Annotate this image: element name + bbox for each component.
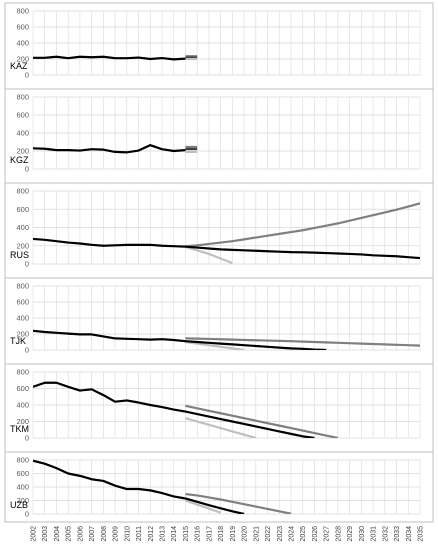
y-tick-label: 200 — [16, 241, 29, 250]
x-tick-label: 2024 — [289, 526, 296, 542]
panel-rus: 0 200 400 600 800 RUS — [5, 182, 433, 269]
x-tick-label: 2029 — [347, 526, 354, 542]
panel-label: RUS — [10, 250, 29, 260]
y-tick-label: 0 — [25, 165, 29, 174]
historical-line — [33, 329, 327, 350]
x-tick-label: 2030 — [359, 526, 366, 542]
x-tick-label: 2009 — [113, 526, 120, 542]
x-tick-label: 2026 — [312, 526, 319, 542]
y-tick-label: 0 — [25, 510, 29, 519]
panel-label: UZB — [10, 500, 28, 510]
y-tick-label: 400 — [16, 401, 29, 410]
x-tick-label: 2015 — [183, 526, 190, 542]
x-tick-label: 2020 — [242, 526, 249, 542]
x-tick-label: 2022 — [265, 526, 272, 542]
x-tick-label: 2027 — [324, 526, 331, 542]
y-tick-label: 600 — [16, 111, 29, 120]
x-tick-label: 2035 — [418, 526, 425, 542]
y-tick-label: 200 — [16, 496, 29, 505]
projection-line-upper — [185, 404, 339, 438]
projection-line-lower — [185, 417, 257, 438]
y-tick-label: 600 — [16, 469, 29, 478]
y-tick-label: 0 — [25, 71, 29, 80]
y-tick-label: 400 — [16, 39, 29, 48]
x-tick-label: 2010 — [124, 526, 131, 542]
x-axis: 2002 2003 2004 2005 2006 2007 2008 2009 2010 2011… — [31, 526, 425, 542]
x-tick-label: 2007 — [89, 526, 96, 542]
panel-label: TKM — [10, 424, 29, 434]
panel-kgz: 0 200 400 600 800 KGZ — [5, 88, 433, 174]
y-tick-label: 200 — [16, 330, 29, 339]
x-tick-label: 2004 — [54, 526, 61, 542]
x-tick-label: 2019 — [230, 526, 237, 542]
x-tick-label: 2002 — [31, 526, 38, 542]
y-tick-label: 600 — [16, 298, 29, 307]
historical-line — [33, 237, 420, 260]
panel-tjk: 0 200 400 600 800 TJK — [5, 277, 433, 355]
y-tick-label: 600 — [16, 384, 29, 393]
projection-line-lower — [185, 499, 221, 514]
y-tick-label: 0 — [25, 434, 29, 443]
y-tick-label: 800 — [16, 282, 29, 291]
figure-border — [4, 2, 434, 523]
y-tick-label: 0 — [25, 260, 29, 269]
y-tick-label: 200 — [16, 147, 29, 156]
y-tick-label: 800 — [16, 187, 29, 196]
historical-line — [33, 55, 186, 61]
historical-line — [33, 381, 315, 438]
y-tick-label: 200 — [16, 417, 29, 426]
y-tick-label: 800 — [16, 456, 29, 465]
x-tick-label: 2012 — [148, 526, 155, 542]
y-tick-label: 800 — [16, 93, 29, 102]
x-tick-label: 2032 — [382, 526, 389, 542]
x-tick-label: 2008 — [101, 526, 108, 542]
y-tick-label: 400 — [16, 483, 29, 492]
historical-line — [33, 459, 245, 514]
y-tick-label: 800 — [16, 7, 29, 16]
x-tick-label: 2025 — [300, 526, 307, 542]
x-tick-label: 2013 — [160, 526, 167, 542]
y-tick-label: 600 — [16, 23, 29, 32]
x-tick-label: 2023 — [277, 526, 284, 542]
y-tick-label: 600 — [16, 205, 29, 214]
x-tick-label: 2031 — [371, 526, 378, 542]
x-tick-label: 2011 — [136, 526, 143, 541]
panel-tkm: 0 200 400 600 800 TKM — [5, 363, 433, 443]
panel-label: TJK — [10, 336, 26, 346]
panel-kaz: 0 200 400 600 800 KAZ — [10, 7, 421, 80]
projection-line-upper — [185, 202, 420, 248]
panel-label: KGZ — [10, 155, 29, 165]
y-tick-label: 200 — [16, 55, 29, 64]
y-tick-label: 400 — [16, 129, 29, 138]
x-tick-label: 2006 — [77, 526, 84, 542]
x-tick-label: 2018 — [218, 526, 225, 542]
historical-line — [33, 144, 186, 154]
y-tick-label: 0 — [25, 346, 29, 355]
panel-label: KAZ — [10, 61, 28, 71]
x-tick-label: 2016 — [195, 526, 202, 542]
projection-line-upper — [185, 492, 292, 514]
x-tick-label: 2021 — [253, 526, 260, 542]
x-tick-label: 2005 — [66, 526, 73, 542]
x-tick-label: 2003 — [42, 526, 49, 542]
x-tick-label: 2034 — [406, 526, 413, 542]
projection-line-lower — [185, 340, 245, 350]
x-tick-label: 2017 — [206, 526, 213, 542]
x-tick-label: 2033 — [394, 526, 401, 542]
x-tick-label: 2014 — [171, 526, 178, 542]
projection-line-lower — [185, 246, 233, 264]
projection-line-upper — [185, 337, 420, 347]
panel-uzb: 0 200 400 600 800 UZB — [5, 451, 433, 519]
x-tick-label: 2028 — [335, 526, 342, 542]
y-tick-label: 800 — [16, 368, 29, 377]
y-tick-label: 400 — [16, 223, 29, 232]
y-tick-label: 400 — [16, 314, 29, 323]
